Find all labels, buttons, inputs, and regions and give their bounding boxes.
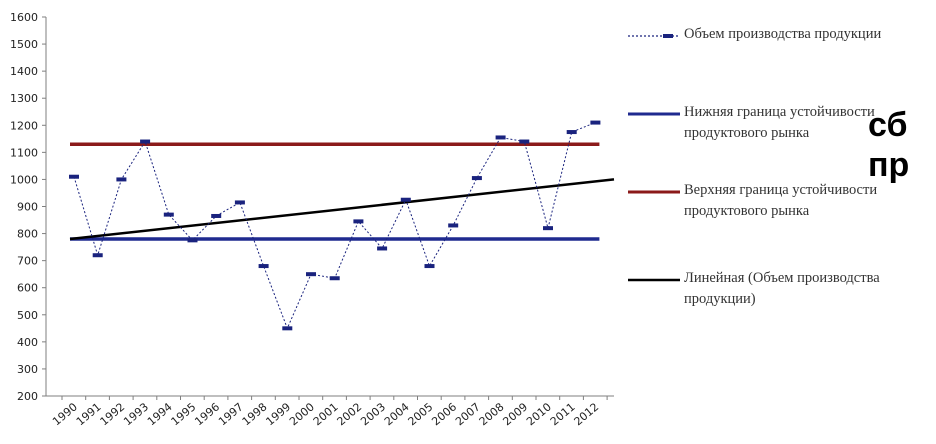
production-data-point (424, 264, 435, 269)
legend-item-production: Объем производства продукции (626, 24, 926, 102)
x-tick-label: 2005 (406, 400, 436, 428)
x-tick-label: 2004 (382, 400, 412, 428)
legend-item-lower-bound: Нижняя граница устойчивости продуктового… (626, 102, 926, 180)
lower-bound-line-icon (628, 112, 680, 116)
production-data-point (543, 226, 553, 231)
overlay-text-line1: сб (868, 106, 908, 144)
trend-line (69, 178, 615, 241)
x-tick-label: 1994 (145, 400, 175, 428)
chart-lines (69, 120, 615, 331)
production-data-point (329, 276, 340, 281)
chart-axes (45, 17, 614, 397)
production-data-point (306, 272, 316, 277)
production-data-point (258, 264, 269, 269)
production-data-point (519, 139, 530, 144)
x-tick-label: 1990 (50, 400, 80, 428)
production-data-point (353, 219, 364, 224)
y-tick-label: 500 (17, 309, 38, 322)
production-data-point (211, 213, 222, 218)
x-tick-label: 1993 (121, 400, 151, 428)
x-tick-label: 1992 (98, 400, 128, 428)
chart-legend: Объем производства продукции Нижняя гран… (626, 24, 926, 328)
production-data-point (234, 200, 245, 205)
chart-ticks: 200 300 400 500 600 700 800 900 1000 1100 1200 1300… (10, 11, 608, 428)
production-data-point (566, 130, 577, 135)
x-tick-label: 1996 (192, 400, 222, 428)
production-series-line (73, 122, 596, 330)
production-data-point (590, 120, 601, 125)
production-data-point (187, 238, 198, 243)
legend-item-trend: Линейная (Объем производства продукции) (626, 268, 926, 328)
chart: 200 300 400 500 600 700 800 900 1000 1100 1200 1300… (10, 11, 615, 428)
x-tick-label: 2010 (524, 400, 554, 428)
production-data-point (116, 177, 127, 182)
x-tick-label: 2009 (500, 400, 530, 428)
x-tick-label: 1995 (169, 400, 199, 428)
overlay-text-line2: пр (868, 146, 910, 184)
y-tick-label: 1300 (10, 92, 38, 105)
legend-item-upper-bound: Верхняя граница устойчивости продуктовог… (626, 180, 926, 268)
y-tick-label: 1000 (10, 173, 38, 186)
y-tick-label: 1400 (10, 65, 38, 78)
production-data-point (69, 174, 79, 179)
y-tick-label: 1600 (10, 11, 38, 24)
y-tick-label: 1200 (10, 119, 38, 132)
production-data-point (495, 135, 506, 140)
x-tick-label: 2007 (453, 400, 483, 428)
x-tick-label: 2006 (429, 400, 459, 428)
y-tick-label: 1500 (10, 38, 38, 51)
production-data-point (448, 223, 459, 228)
production-data-point (377, 246, 388, 251)
production-data-point (471, 176, 482, 181)
trend-line-icon (628, 278, 680, 282)
y-tick-label: 700 (17, 255, 38, 268)
x-tick-label: 1997 (216, 400, 246, 428)
legend-label-production: Объем производства продукции (684, 26, 882, 42)
x-tick-label: 2000 (287, 400, 317, 428)
x-tick-label: 2011 (548, 400, 578, 428)
y-tick-label: 400 (17, 336, 38, 349)
x-tick-label: 2008 (477, 400, 507, 428)
y-tick-label: 800 (17, 228, 38, 241)
legend-label-lower-bound: Нижняя граница устойчивости продуктового… (684, 104, 875, 141)
dotted-line-marker-icon (628, 34, 680, 38)
y-tick-label: 200 (17, 390, 38, 403)
production-data-point (163, 212, 174, 217)
y-tick-label: 300 (17, 363, 38, 376)
production-data-point (92, 253, 103, 258)
x-tick-label: 2003 (358, 400, 388, 428)
x-tick-label: 1999 (263, 400, 293, 428)
y-tick-label: 900 (17, 201, 38, 214)
y-tick-label: 600 (17, 282, 38, 295)
production-data-point (400, 197, 411, 202)
legend-label-trend: Линейная (Объем производства продукции) (684, 270, 880, 307)
x-tick-label: 1991 (74, 400, 104, 428)
x-tick-label: 1998 (240, 400, 270, 428)
x-tick-label: 2002 (335, 400, 365, 428)
y-tick-label: 1100 (10, 146, 38, 159)
x-tick-label: 2012 (572, 400, 602, 428)
production-data-point (282, 326, 293, 331)
upper-bound-line-icon (628, 190, 680, 194)
x-tick-label: 2001 (311, 400, 341, 428)
legend-label-upper-bound: Верхняя граница устойчивости продуктовог… (684, 182, 878, 219)
production-data-point (140, 139, 151, 144)
